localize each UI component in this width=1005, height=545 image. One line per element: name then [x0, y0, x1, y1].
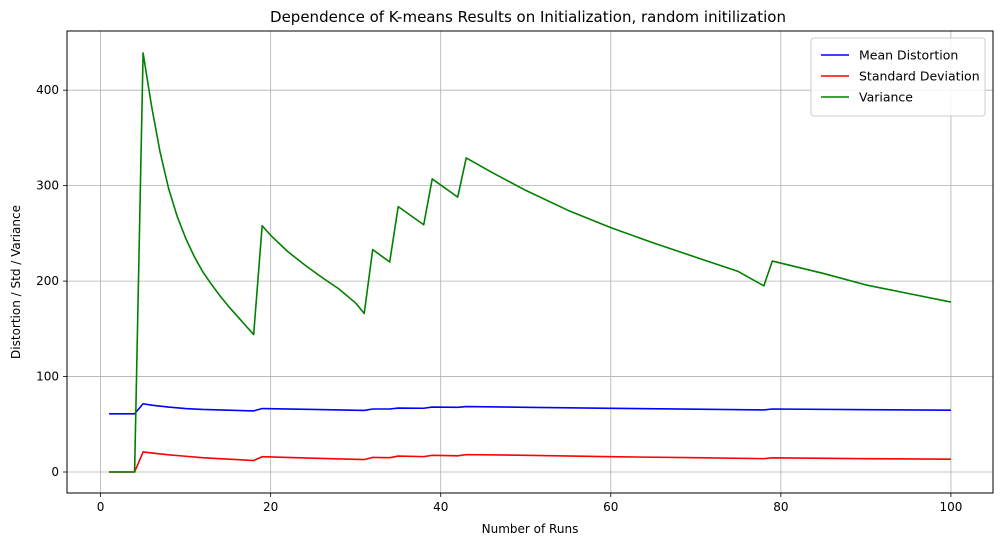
axis-ticks: 0 20 40 60 80 100 0 100 200 300 400: [36, 83, 962, 514]
y-tick-label: 400: [36, 83, 59, 97]
legend: Mean Distortion Standard Deviation Varianc…: [810, 37, 986, 117]
legend-label: Standard Deviation: [859, 69, 980, 84]
y-tick-label: 0: [51, 465, 59, 479]
x-tick-label: 60: [603, 500, 618, 514]
series-lines: [109, 52, 952, 473]
x-tick-label: 40: [433, 500, 448, 514]
legend-label: Mean Distortion: [859, 48, 958, 63]
plot-frame: [66, 30, 994, 494]
series-line-standard-deviation: [109, 451, 951, 473]
x-tick-label: 100: [939, 500, 962, 514]
series-line-mean-distortion: [109, 402, 951, 415]
x-tick-label: 80: [773, 500, 788, 514]
y-tick-label: 100: [36, 370, 59, 384]
series-line-variance: [109, 52, 952, 473]
x-tick-label: 20: [263, 500, 278, 514]
legend-label: Variance: [859, 90, 913, 105]
y-axis-label: Distortion / Std / Variance: [9, 205, 23, 359]
x-axis-label: Number of Runs: [482, 522, 579, 536]
chart-title: Dependence of K-means Results on Initial…: [270, 8, 786, 26]
x-tick-label: 0: [97, 500, 105, 514]
y-tick-label: 300: [36, 179, 59, 193]
legend-box: [810, 37, 986, 117]
y-tick-label: 200: [36, 274, 59, 288]
